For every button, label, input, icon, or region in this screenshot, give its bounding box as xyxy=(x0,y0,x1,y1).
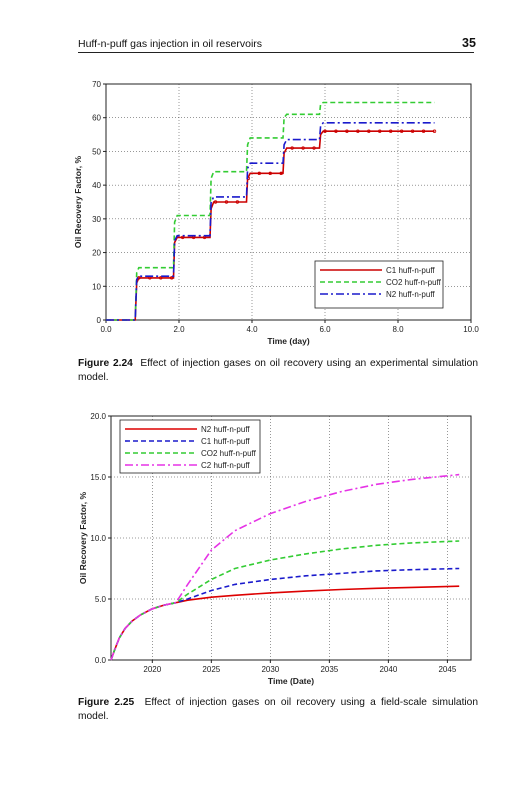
chart0-series-marker-0 xyxy=(257,171,261,176)
chart0-series-marker-0 xyxy=(279,171,283,176)
chart0-series-marker-0 xyxy=(213,200,218,204)
chart1-x-tick-label: 2035 xyxy=(320,665,338,674)
chart0-series-marker-0 xyxy=(345,129,349,133)
figure-2-24-caption: Figure 2.24 Effect of injection gases on… xyxy=(78,357,478,385)
chart0-y-tick-label: 20 xyxy=(92,249,101,258)
chart0-series-marker-0 xyxy=(356,129,360,133)
chart0-series-marker-0 xyxy=(301,146,305,150)
figure-2-25-text: Effect of injection gases on oil recover… xyxy=(78,697,478,722)
header-rule xyxy=(78,52,474,53)
chart0-x-tick-label: 10.0 xyxy=(463,325,479,334)
chart0-x-tick-label: 4.0 xyxy=(246,325,258,334)
chart1-x-tick-label: 2045 xyxy=(438,665,456,674)
figure-2-25-caption: Figure 2.25 Effect of injection gases on… xyxy=(78,696,478,724)
chart1-legend-label-0: N2 huff-n-puff xyxy=(201,425,250,434)
chart0-legend-label-1: CO2 huff-n-puff xyxy=(386,278,442,287)
chart0-series-marker-0 xyxy=(399,129,404,133)
chart0-series-marker-0 xyxy=(367,129,371,133)
chart0-legend xyxy=(314,260,444,309)
chart0-legend-label-2: N2 huff-n-puff xyxy=(386,290,435,299)
chart0-series-marker-0 xyxy=(323,129,327,133)
chart1-x-tick-label: 2025 xyxy=(202,665,220,674)
chart0-x-tick-label: 0.0 xyxy=(100,325,112,334)
chart0-y-tick-label: 70 xyxy=(92,80,101,89)
chart1-legend-label-2: CO2 huff-n-puff xyxy=(201,449,257,458)
chart0-series-marker-0 xyxy=(235,200,240,204)
chart1-y-tick-label: 5.0 xyxy=(95,595,107,604)
chart0-series-marker-0 xyxy=(312,146,316,150)
chart0-x-axis-label: Time (day) xyxy=(267,336,310,346)
chart0-y-tick-label: 10 xyxy=(92,282,101,291)
chart0-series-marker-0 xyxy=(421,129,426,133)
figure-2-25-label: Figure 2.25 xyxy=(78,697,135,708)
running-title: Huff-n-puff gas injection in oil reservo… xyxy=(78,38,263,50)
figure-2-24-chart: 0 10 20 30 40 50 60 70 0.0 2.0 4.0 6.0 8.0 10.0 Time (… xyxy=(73,80,479,346)
chart1-legend-label-1: C1 huff-n-puff xyxy=(201,437,250,446)
chart1-y-tick-label: 10.0 xyxy=(90,534,106,543)
chart1-y-tick-label: 20.0 xyxy=(90,412,106,421)
chart1-y-tick-label: 15.0 xyxy=(90,473,106,482)
chart0-y-tick-label: 60 xyxy=(92,114,101,123)
chart0-series-marker-0 xyxy=(268,171,272,176)
chart1-y-axis-label: Oil Recovery Factor, % xyxy=(78,491,88,584)
page-number: 35 xyxy=(462,36,476,50)
chart0-x-tick-label: 6.0 xyxy=(319,325,331,334)
chart0-y-tick-label: 50 xyxy=(92,147,101,156)
chart0-series-marker-0 xyxy=(224,200,229,204)
chart0-series-line-0 xyxy=(106,130,435,321)
chart1-x-tick-label: 2040 xyxy=(379,665,397,674)
chart0-series-marker-0 xyxy=(169,276,174,280)
chart1-x-tick-label: 2030 xyxy=(261,665,279,674)
figure-2-24-text: Effect of injection gases on oil recover… xyxy=(78,358,478,383)
chart0-y-tick-label: 40 xyxy=(92,181,101,190)
chart1-x-axis-label: Time (Date) xyxy=(268,676,314,686)
chart0-series-marker-0 xyxy=(180,235,185,240)
chart0-series-marker-0 xyxy=(410,129,415,133)
chart0-series-marker-0 xyxy=(432,129,437,133)
chart1-series-line-3 xyxy=(110,473,460,661)
chart0-series-marker-0 xyxy=(159,276,163,280)
figure-2-25-chart: 0.0 5.0 10.0 15.0 20.0 2020 2025 2030 2035 2040 20… xyxy=(78,412,472,686)
chart1-y-tick-label: 0.0 xyxy=(95,656,107,665)
chart0-y-tick-label: 30 xyxy=(92,215,101,224)
chart0-x-tick-label: 8.0 xyxy=(392,325,404,334)
chart1-legend-label-3: C2 huff-n-puff xyxy=(201,461,250,470)
chart0-series-marker-0 xyxy=(389,129,393,133)
chart0-y-tick-label: 0 xyxy=(97,316,102,325)
chart0-legend-label-0: C1 huff-n-puff xyxy=(386,266,435,275)
chart0-x-tick-label: 2.0 xyxy=(173,325,185,334)
chart0-series-line-2 xyxy=(106,122,435,321)
chart0-y-axis-label: Oil Recovery Factor, % xyxy=(73,155,83,248)
chart0-series-marker-0 xyxy=(334,129,338,133)
figure-2-24-label: Figure 2.24 xyxy=(78,358,133,369)
chart1-x-tick-label: 2020 xyxy=(143,665,161,674)
chart0-series-marker-0 xyxy=(378,129,382,133)
chart0-series-marker-0 xyxy=(290,146,294,150)
